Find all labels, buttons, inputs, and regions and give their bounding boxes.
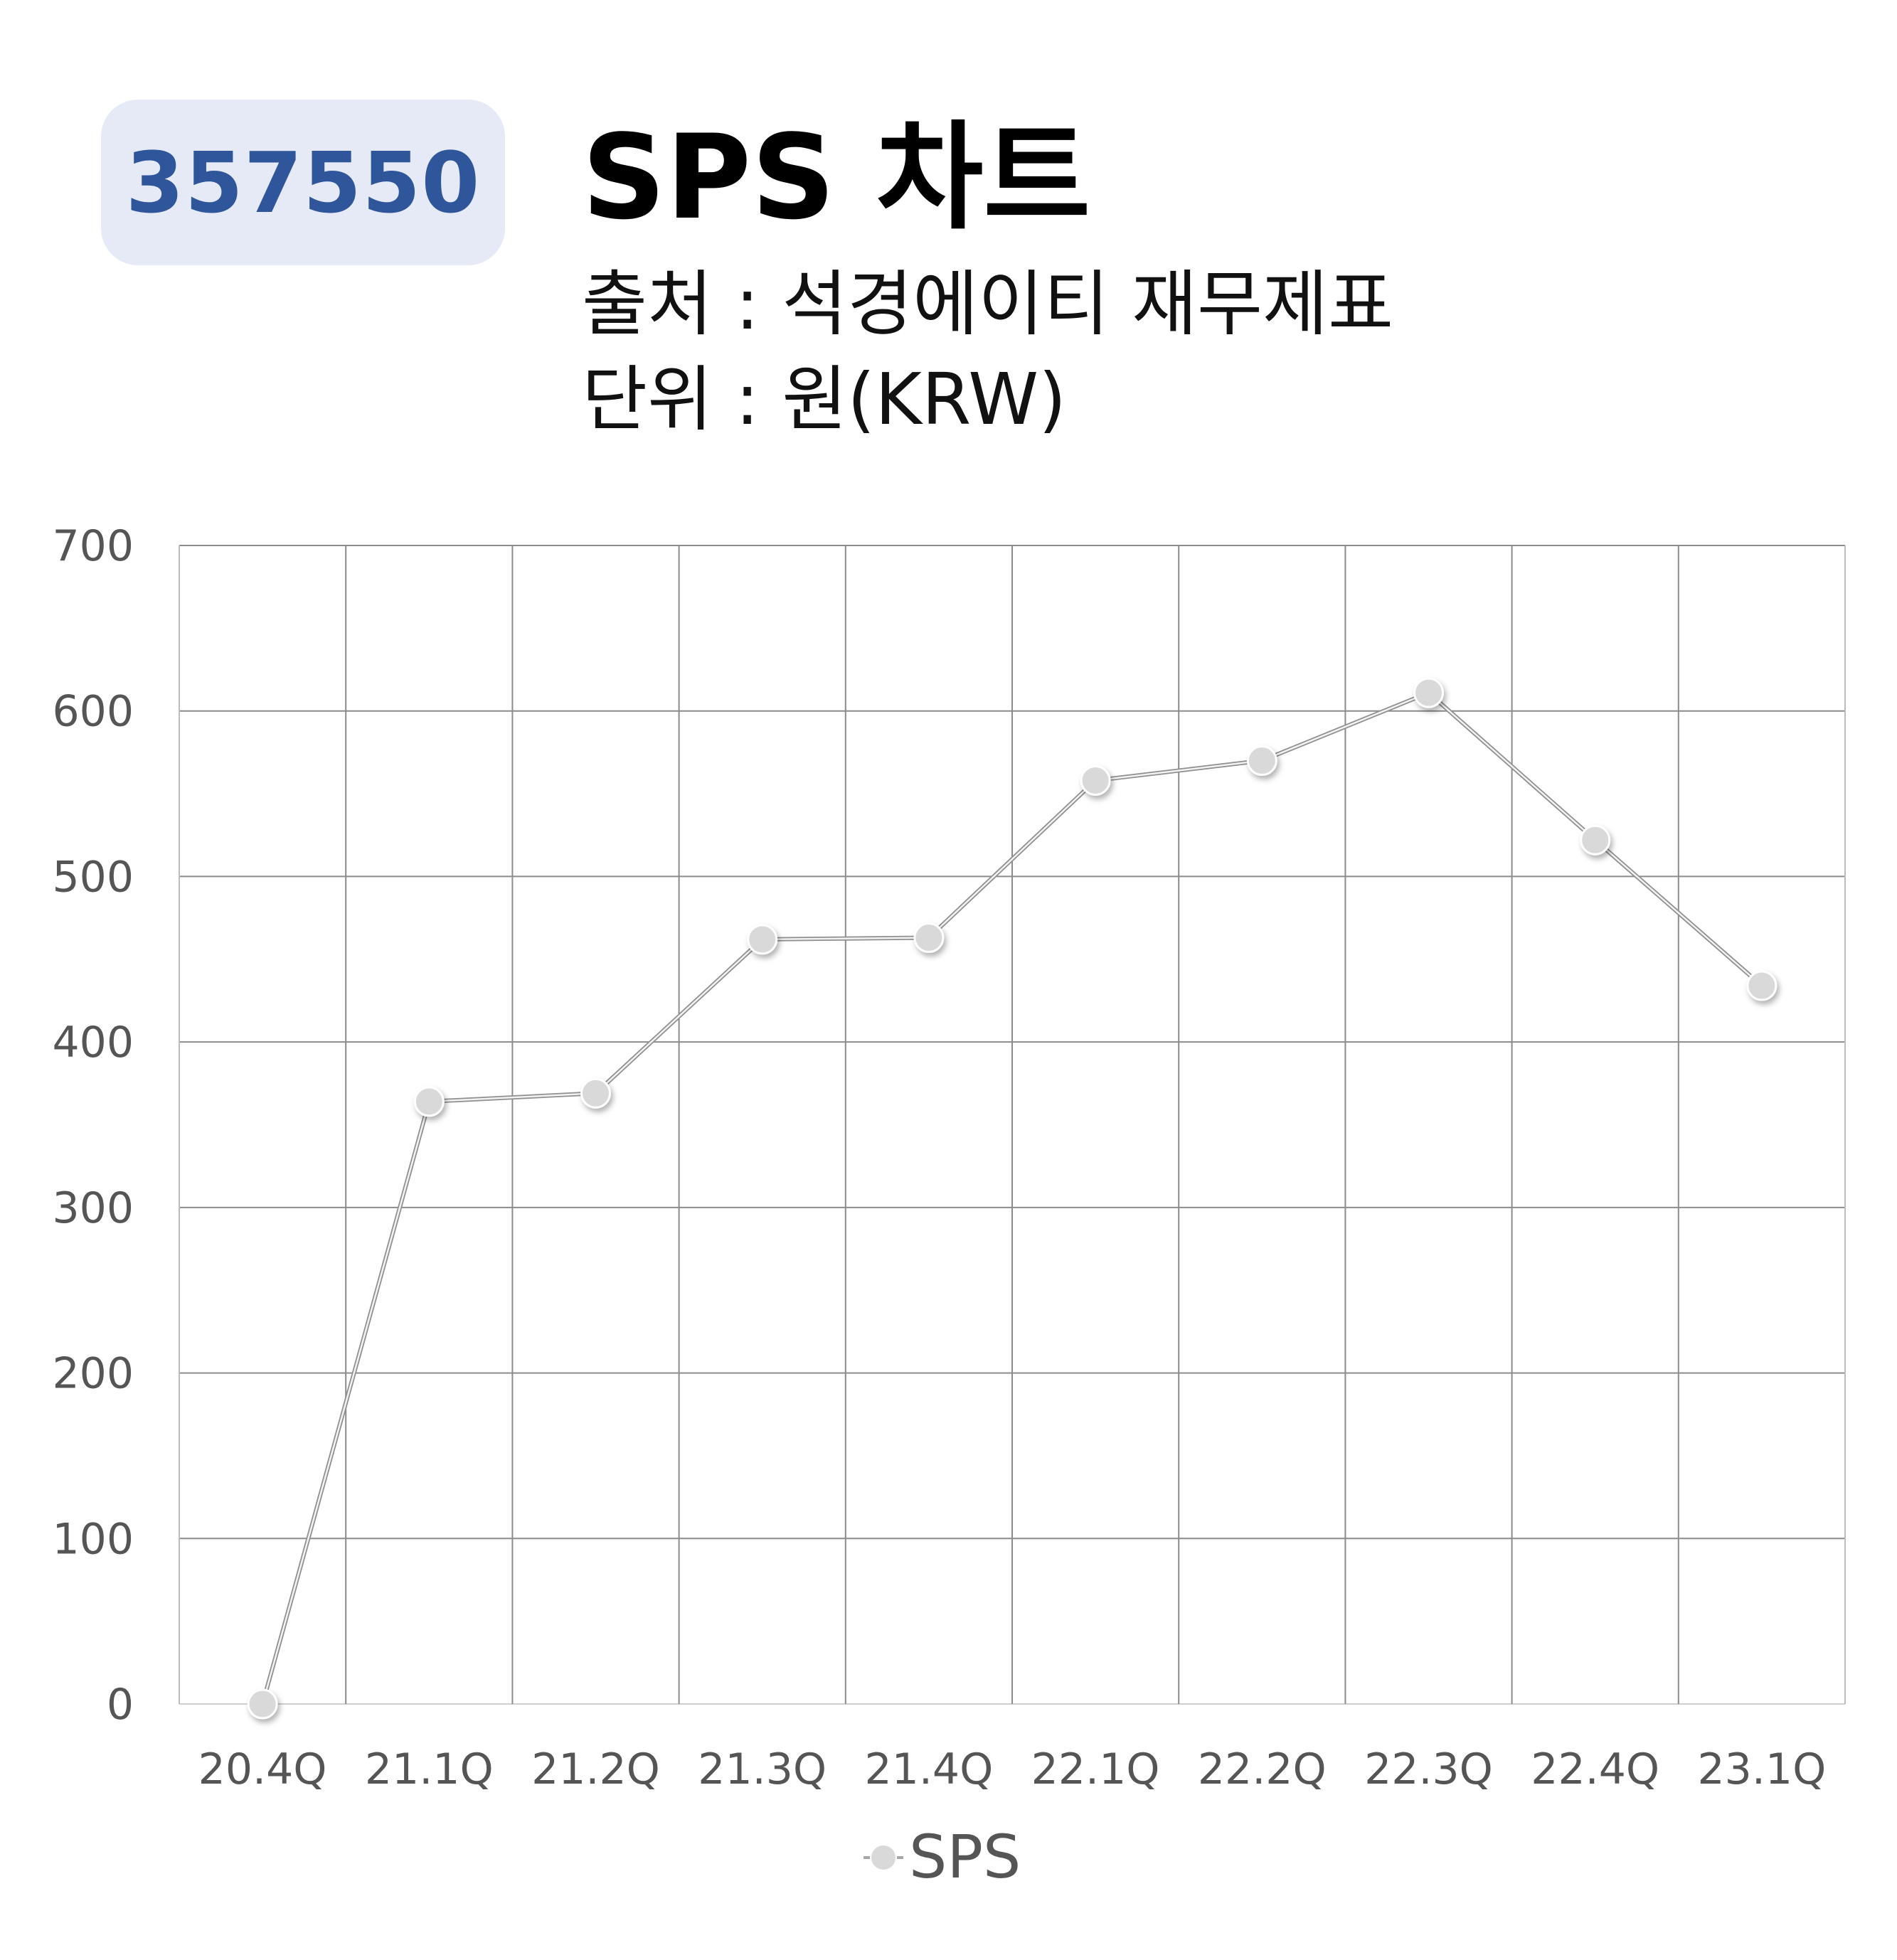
legend-marker bbox=[870, 1844, 897, 1871]
data-point bbox=[747, 924, 778, 955]
chart-title: SPS 차트 bbox=[582, 110, 1091, 245]
y-tick-label: 400 bbox=[52, 1018, 134, 1067]
data-point bbox=[247, 1688, 278, 1720]
y-axis-ticks: 0 100 200 300 400 500 600 700 bbox=[52, 521, 134, 1730]
legend-label: SPS bbox=[909, 1822, 1021, 1892]
data-point bbox=[580, 1077, 611, 1109]
x-axis-ticks: 20.4Q 21.1Q 21.2Q 21.3Q 21.4Q 22.1Q 22.2Q 22.3Q… bbox=[198, 1745, 1827, 1794]
data-point bbox=[413, 1086, 445, 1117]
series-line bbox=[261, 691, 1763, 1705]
data-point bbox=[1746, 970, 1778, 1001]
series-sps bbox=[247, 677, 1778, 1720]
x-tick-label: 22.2Q bbox=[1198, 1745, 1327, 1794]
y-tick-label: 0 bbox=[107, 1680, 134, 1730]
unit-label: 단위 : 원(KRW) bbox=[582, 358, 1067, 441]
data-point bbox=[1580, 824, 1611, 856]
x-tick-label: 21.4Q bbox=[864, 1745, 993, 1794]
x-tick-label: 20.4Q bbox=[198, 1745, 327, 1794]
data-point bbox=[1246, 745, 1277, 777]
x-tick-label: 21.1Q bbox=[365, 1745, 494, 1794]
y-tick-label: 700 bbox=[52, 521, 134, 571]
grid-lines bbox=[179, 545, 1846, 1705]
stock-code-badge: 357550 bbox=[101, 100, 505, 265]
x-tick-label: 23.1Q bbox=[1697, 1745, 1826, 1794]
y-tick-label: 600 bbox=[52, 687, 134, 737]
x-tick-label: 22.4Q bbox=[1531, 1745, 1659, 1794]
stock-code: 357550 bbox=[125, 133, 481, 232]
legend: SPS bbox=[864, 1822, 1021, 1892]
data-point bbox=[1080, 765, 1111, 796]
x-tick-label: 22.3Q bbox=[1364, 1745, 1493, 1794]
y-tick-label: 100 bbox=[52, 1514, 134, 1564]
y-tick-label: 200 bbox=[52, 1349, 134, 1399]
x-tick-label: 21.2Q bbox=[531, 1745, 660, 1794]
x-tick-label: 22.1Q bbox=[1031, 1745, 1160, 1794]
data-point bbox=[1413, 677, 1444, 708]
source-label: 출처 : 석경에이티 재무제표 bbox=[582, 262, 1394, 346]
x-tick-label: 21.3Q bbox=[698, 1745, 827, 1794]
y-tick-label: 500 bbox=[52, 852, 134, 902]
y-tick-label: 300 bbox=[52, 1183, 134, 1233]
data-point bbox=[913, 922, 945, 954]
